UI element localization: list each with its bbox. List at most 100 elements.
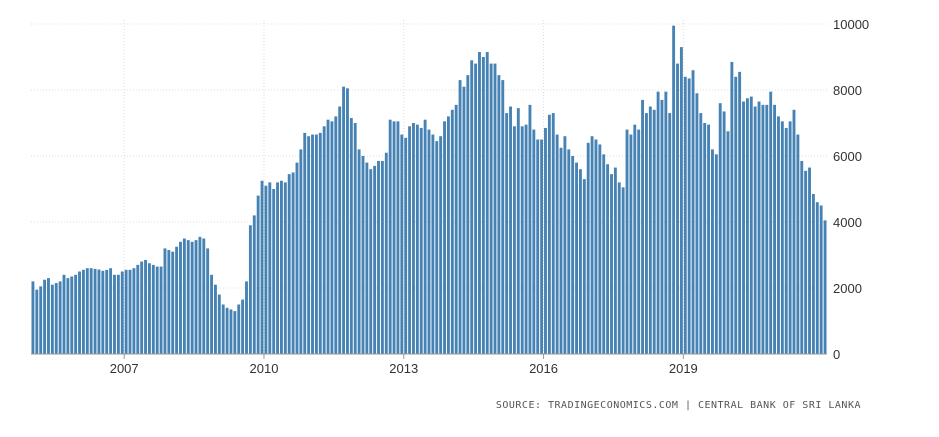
bar xyxy=(295,162,299,354)
bar xyxy=(70,276,74,354)
bar xyxy=(361,156,365,354)
bar xyxy=(695,93,699,355)
bar xyxy=(683,76,687,355)
bar xyxy=(645,113,648,354)
bar xyxy=(742,101,745,354)
bar xyxy=(400,134,404,354)
bar xyxy=(726,131,730,354)
bar xyxy=(163,248,167,354)
bar xyxy=(202,238,206,354)
bar xyxy=(757,101,761,354)
bar xyxy=(58,281,62,354)
bar xyxy=(245,281,248,354)
bar xyxy=(788,121,792,354)
bar xyxy=(485,52,489,355)
bar xyxy=(136,264,140,354)
bar xyxy=(256,195,260,354)
bar xyxy=(505,113,509,354)
bar xyxy=(128,269,132,354)
bar xyxy=(652,109,656,354)
bar xyxy=(287,174,291,354)
y-tick-label: 0 xyxy=(833,347,840,362)
axes: 0 2000 4000 6000 8000 10000 2007 2010 2013 2016 20… xyxy=(31,17,869,376)
bar xyxy=(396,121,400,354)
bar xyxy=(625,129,629,354)
bar xyxy=(171,251,175,354)
bar xyxy=(796,134,800,354)
bar xyxy=(229,309,233,354)
bar xyxy=(74,274,78,354)
bar xyxy=(431,134,435,354)
bar xyxy=(707,124,711,355)
bar xyxy=(39,286,43,354)
bar xyxy=(676,63,679,354)
bar xyxy=(462,86,466,354)
bar xyxy=(567,149,571,354)
bar xyxy=(435,141,439,354)
bar xyxy=(307,136,311,354)
bar xyxy=(734,76,738,355)
bar xyxy=(516,108,520,355)
bar xyxy=(210,274,213,354)
bar xyxy=(749,96,753,354)
bar xyxy=(660,99,664,355)
bar xyxy=(582,179,586,354)
bars xyxy=(31,25,827,355)
bar xyxy=(330,121,334,354)
bar xyxy=(291,172,295,354)
bar xyxy=(303,132,307,354)
bar xyxy=(466,75,470,355)
bar xyxy=(672,25,676,355)
bar xyxy=(668,113,672,354)
bar xyxy=(470,60,474,355)
bar xyxy=(132,268,136,354)
bar xyxy=(811,193,815,354)
bar xyxy=(780,121,784,354)
bar xyxy=(31,281,35,354)
bar xyxy=(629,134,633,354)
bar xyxy=(458,80,462,354)
bar xyxy=(559,147,563,354)
bar xyxy=(272,189,276,354)
bar xyxy=(594,139,598,354)
bar xyxy=(439,136,443,354)
bar xyxy=(555,134,559,354)
bar xyxy=(761,104,765,354)
bar xyxy=(656,91,660,355)
bar xyxy=(62,274,66,354)
bar xyxy=(606,164,610,354)
bar xyxy=(373,165,377,354)
bar xyxy=(427,129,431,354)
bar xyxy=(804,170,808,354)
y-tick-label: 2000 xyxy=(833,281,862,296)
bar xyxy=(571,156,575,354)
bar xyxy=(365,162,369,354)
bar xyxy=(769,91,773,355)
bar xyxy=(151,264,155,354)
bar xyxy=(815,202,819,354)
bar xyxy=(450,109,454,354)
bar xyxy=(54,283,58,354)
bar xyxy=(182,238,186,354)
bar xyxy=(528,104,532,354)
bar xyxy=(641,99,644,355)
bar xyxy=(520,126,524,354)
bar xyxy=(124,269,128,354)
bar xyxy=(198,236,202,354)
bar xyxy=(819,205,823,354)
bar xyxy=(35,289,39,354)
bar xyxy=(318,132,322,354)
bar xyxy=(179,241,182,354)
bar xyxy=(280,180,283,354)
bar xyxy=(140,261,144,354)
bar xyxy=(540,139,544,354)
x-tick-label: 2019 xyxy=(669,361,698,376)
bar xyxy=(311,134,314,354)
bar xyxy=(50,284,54,354)
bar xyxy=(544,127,547,354)
bar xyxy=(155,266,159,354)
bar xyxy=(276,182,279,354)
bar xyxy=(241,299,245,354)
bar xyxy=(493,63,497,354)
